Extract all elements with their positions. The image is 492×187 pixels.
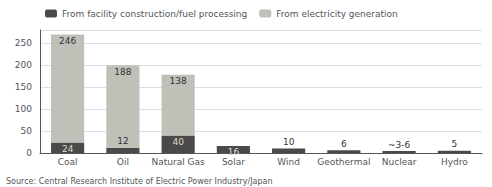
svg-text:From electricity generation: From electricity generation (276, 9, 398, 19)
svg-text:Wind: Wind (277, 157, 300, 167)
svg-text:100: 100 (15, 104, 32, 114)
svg-text:40: 40 (172, 137, 184, 147)
svg-text:From facility construction/fue: From facility construction/fuel processi… (62, 9, 247, 19)
svg-text:Source: Central Research Insti: Source: Central Research Institute of El… (6, 177, 272, 186)
svg-text:Nuclear: Nuclear (382, 157, 417, 167)
svg-text:Natural Gas: Natural Gas (152, 157, 206, 167)
svg-text:~3-6: ~3-6 (388, 140, 411, 150)
svg-text:188: 188 (114, 67, 131, 77)
svg-text:5: 5 (452, 139, 458, 149)
svg-text:Hydro: Hydro (441, 157, 468, 167)
svg-text:250: 250 (15, 38, 32, 48)
svg-text:Coal: Coal (58, 157, 78, 167)
svg-text:0: 0 (26, 148, 32, 158)
svg-text:246: 246 (59, 36, 76, 46)
svg-text:Geothermal: Geothermal (317, 157, 370, 167)
svg-text:24: 24 (62, 144, 74, 154)
svg-text:12: 12 (117, 136, 128, 146)
svg-text:138: 138 (170, 76, 187, 86)
svg-text:50: 50 (21, 126, 33, 136)
svg-text:16: 16 (228, 147, 240, 157)
svg-text:Solar: Solar (222, 157, 245, 167)
svg-text:10: 10 (283, 137, 295, 147)
svg-text:150: 150 (15, 82, 32, 92)
svg-text:200: 200 (15, 60, 32, 70)
svg-text:Oil: Oil (117, 157, 129, 167)
svg-text:6: 6 (341, 139, 347, 149)
